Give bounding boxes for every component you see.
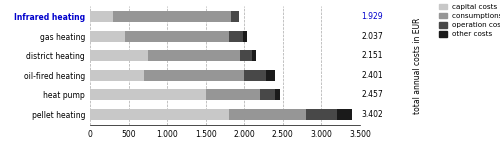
Bar [90, 31, 124, 42]
Bar [252, 50, 256, 61]
Bar [206, 89, 260, 100]
Text: 1.929: 1.929 [362, 12, 383, 21]
Text: 3.402: 3.402 [362, 110, 384, 119]
Bar [306, 109, 337, 120]
Legend: capital costs, consumptions costs, operation costs, other costs: capital costs, consumptions costs, opera… [440, 4, 500, 37]
Bar [244, 70, 266, 81]
Bar [148, 50, 240, 61]
Bar [113, 11, 231, 22]
Bar [124, 31, 229, 42]
Bar [240, 50, 252, 61]
Text: 2.401: 2.401 [362, 71, 383, 80]
Bar [266, 70, 275, 81]
Bar [229, 31, 242, 42]
Bar [144, 70, 244, 81]
Bar [90, 70, 144, 81]
Bar [275, 89, 280, 100]
Bar [260, 89, 275, 100]
Bar [90, 50, 148, 61]
Bar [90, 89, 206, 100]
Bar [90, 109, 229, 120]
Bar [229, 109, 306, 120]
Bar [231, 11, 239, 22]
Text: 2.457: 2.457 [362, 90, 384, 99]
Y-axis label: total annual costs in EUR: total annual costs in EUR [413, 17, 422, 114]
Text: 2.151: 2.151 [362, 51, 383, 60]
Bar [90, 11, 113, 22]
Bar [242, 31, 247, 42]
Bar [337, 109, 352, 120]
Text: 2.037: 2.037 [362, 32, 384, 41]
